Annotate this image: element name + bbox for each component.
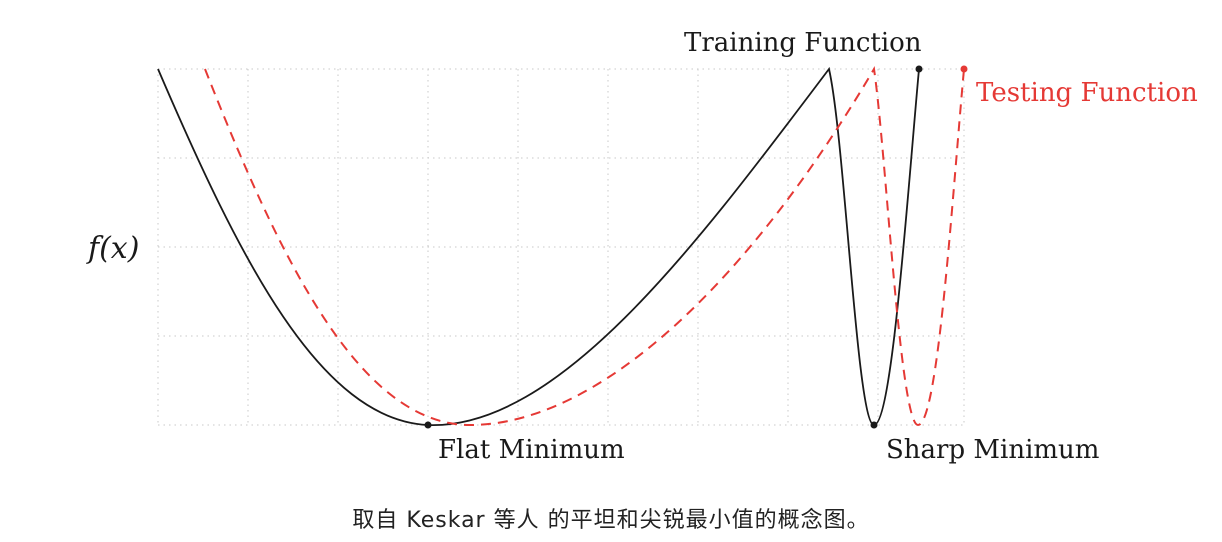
sharp-minimum-label: Sharp Minimum bbox=[886, 435, 1099, 465]
testing-function-label: Testing Function bbox=[976, 78, 1198, 108]
testing-end-marker bbox=[960, 65, 968, 73]
figure-caption: 取自 Keskar 等人 的平坦和尖锐最小值的概念图。 bbox=[352, 508, 870, 533]
training-end-marker bbox=[915, 65, 923, 73]
flat-minimum-marker bbox=[424, 421, 432, 429]
sharp-minimum-marker bbox=[870, 421, 878, 429]
training-function-label: Training Function bbox=[684, 28, 922, 58]
flat-minimum-label: Flat Minimum bbox=[438, 435, 625, 465]
training-function-curve bbox=[157, 66, 920, 426]
testing-function-curve bbox=[204, 66, 965, 427]
grid bbox=[157, 68, 965, 426]
y-axis-label: f(x) bbox=[86, 231, 139, 266]
